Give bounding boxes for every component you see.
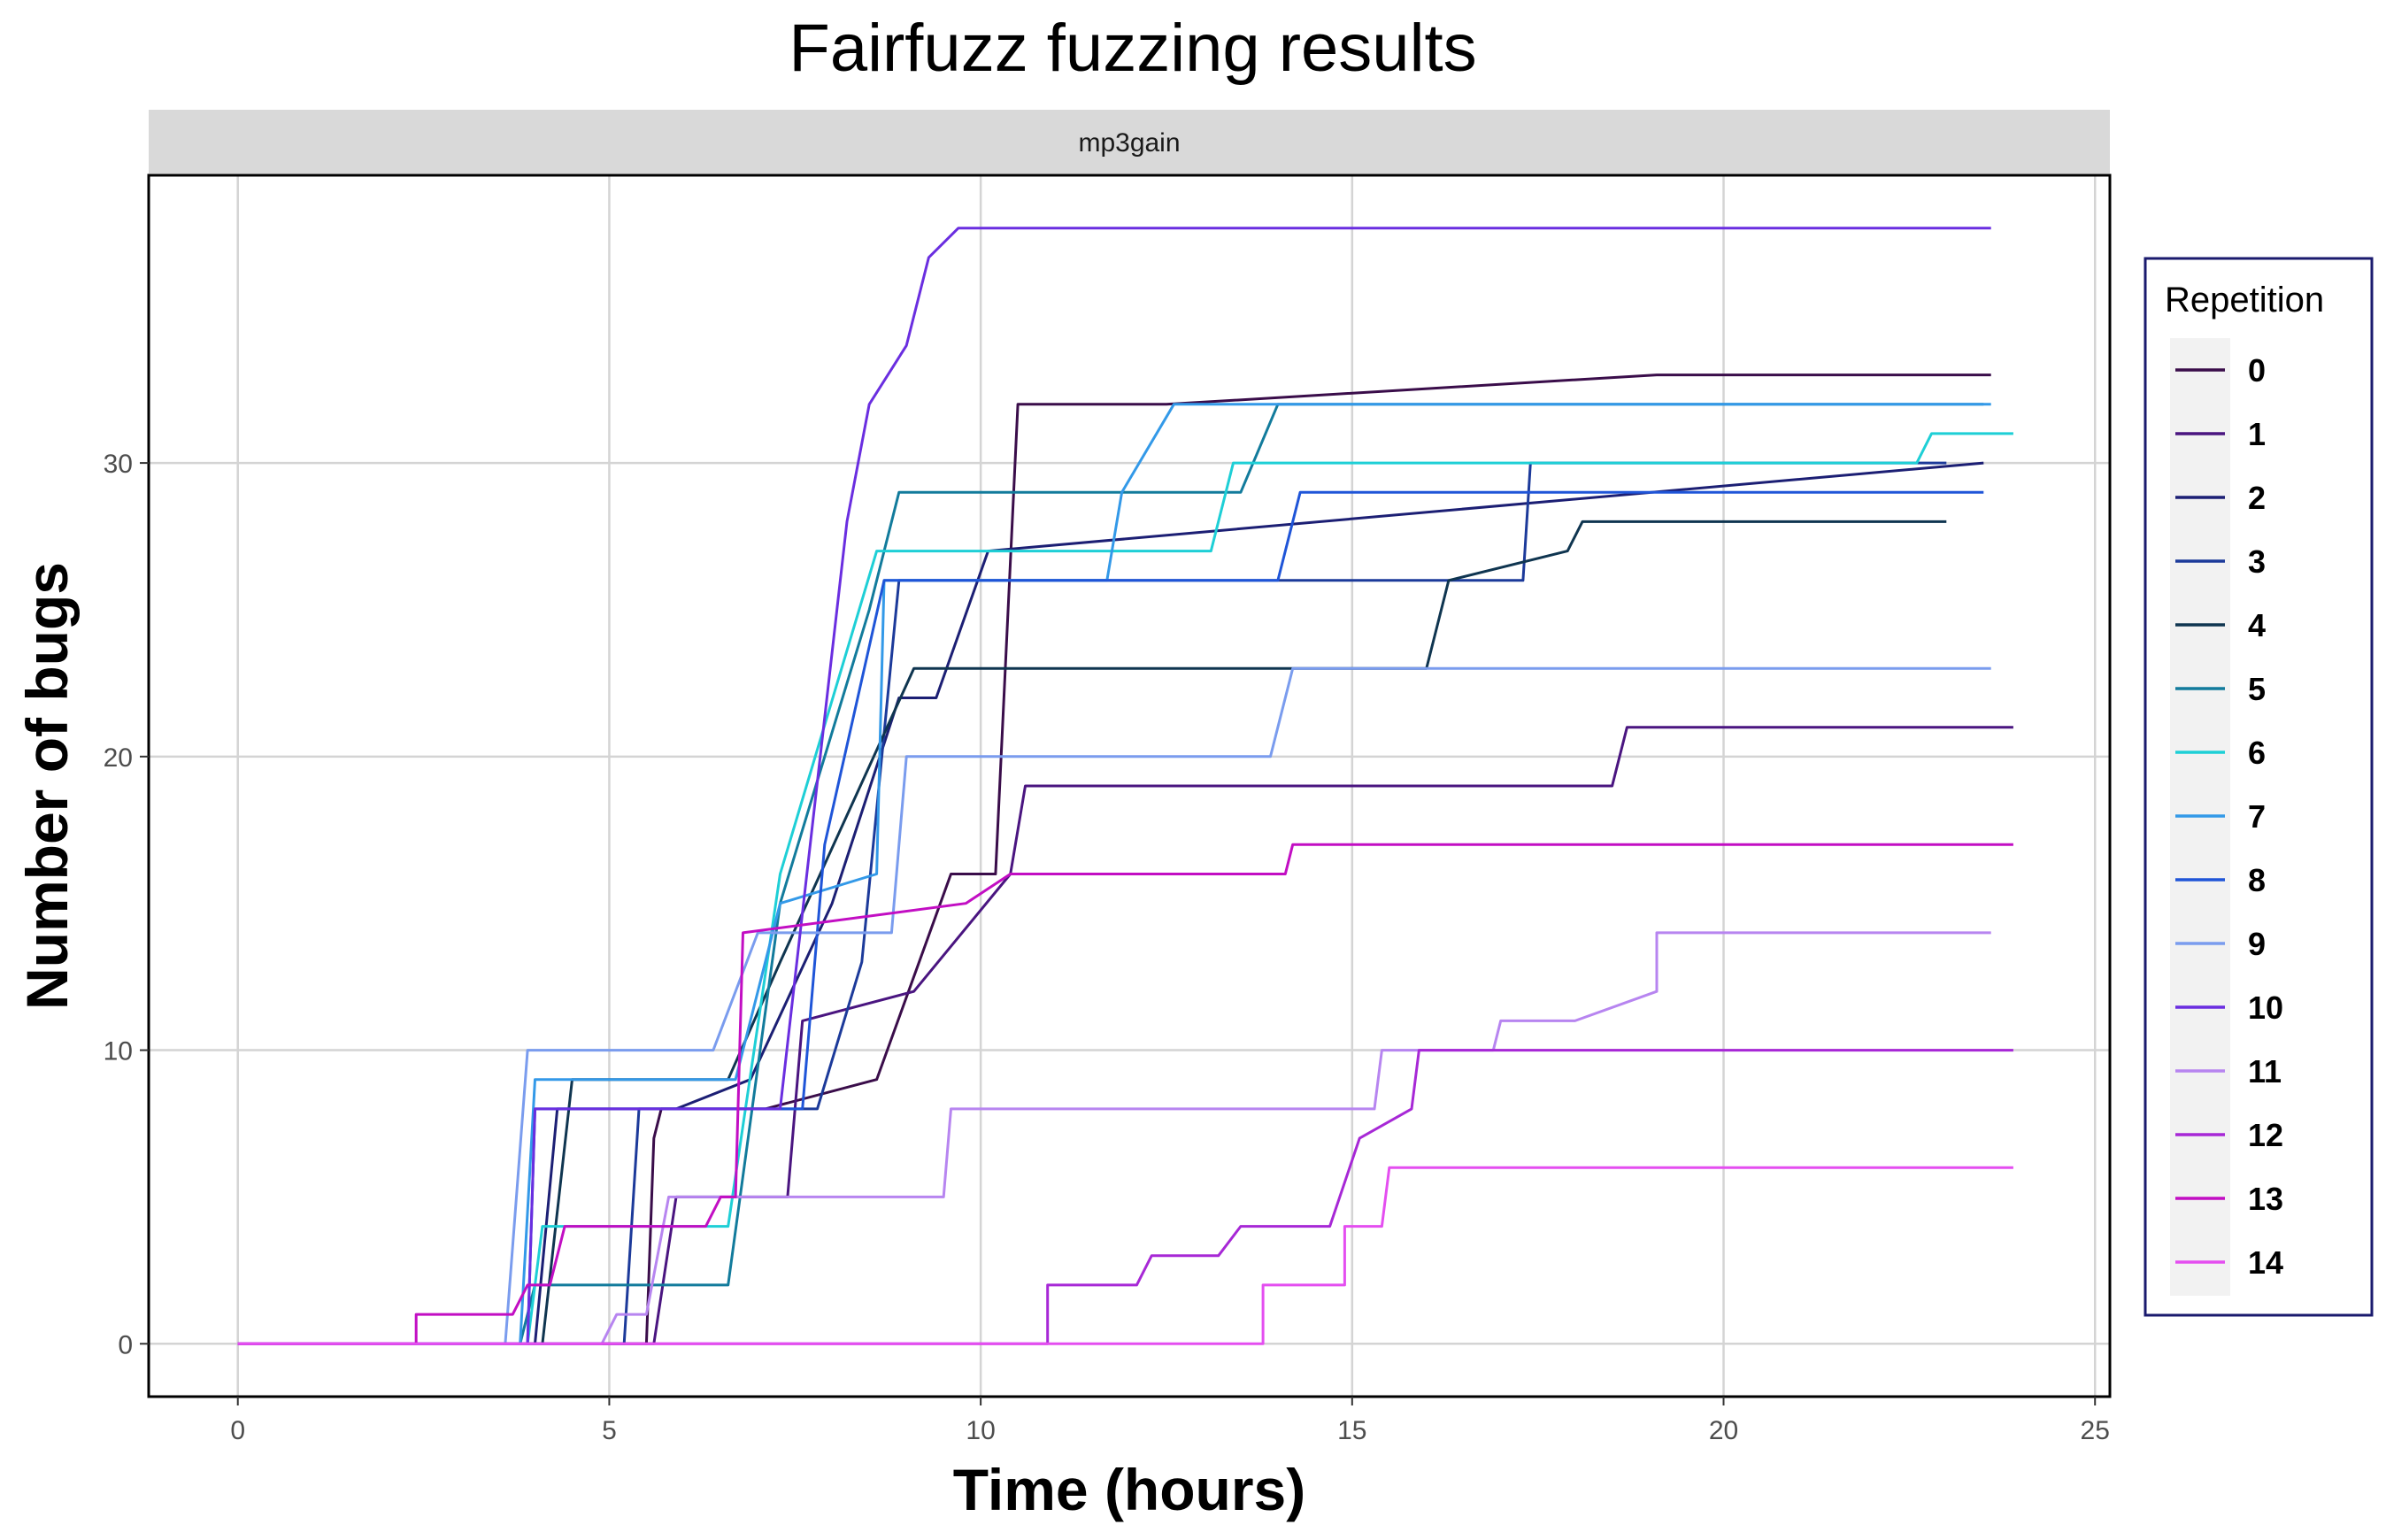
x-tick-label: 25 <box>2081 1416 2110 1445</box>
series-line-1 <box>237 726 2013 1345</box>
y-tick-label: 10 <box>104 1037 133 1066</box>
series-line-9 <box>237 666 1991 1345</box>
legend-label-14: 14 <box>2248 1244 2283 1281</box>
plot-border <box>147 173 2112 1398</box>
facet-label: mp3gain <box>1078 128 1180 158</box>
series-line-13 <box>237 843 2013 1345</box>
series-line-12 <box>237 1049 2013 1345</box>
x-axis-ticks: 0 5 10 15 20 25 <box>230 1397 2110 1445</box>
series-line-6 <box>237 432 2013 1345</box>
x-tick-label: 10 <box>966 1416 995 1445</box>
series-line-7 <box>237 403 1991 1345</box>
legend-label-11: 11 <box>2248 1053 2282 1090</box>
legend-label-7: 7 <box>2248 798 2266 835</box>
legend-label-4: 4 <box>2248 607 2266 643</box>
legend-label-5: 5 <box>2248 671 2266 707</box>
legend-label-0: 0 <box>2248 352 2266 389</box>
series-line-10 <box>237 227 1991 1345</box>
legend-label-9: 9 <box>2248 926 2266 962</box>
legend-label-3: 3 <box>2248 543 2266 580</box>
x-tick-label: 5 <box>602 1416 617 1445</box>
legend-label-13: 13 <box>2248 1181 2283 1217</box>
legend-label-12: 12 <box>2248 1117 2283 1153</box>
x-tick-label: 20 <box>1709 1416 1738 1445</box>
chart-title: Fairfuzz fuzzing results <box>789 11 1476 86</box>
legend-label-2: 2 <box>2248 480 2266 516</box>
legend-label-8: 8 <box>2248 862 2266 898</box>
y-tick-label: 0 <box>118 1330 133 1359</box>
y-axis-ticks: 0 10 20 30 <box>104 450 149 1359</box>
series-line-14 <box>237 1166 2013 1345</box>
x-axis-title: Time (hours) <box>953 1457 1305 1522</box>
series-line-3 <box>237 461 1947 1345</box>
series-lines <box>237 227 2013 1345</box>
legend-label-10: 10 <box>2248 989 2283 1026</box>
series-line-11 <box>237 931 1991 1345</box>
y-tick-label: 20 <box>104 743 133 773</box>
y-axis-title: Number of bugs <box>14 562 80 1010</box>
y-tick-label: 30 <box>104 450 133 479</box>
x-tick-label: 15 <box>1337 1416 1366 1445</box>
legend-label-1: 1 <box>2248 416 2266 452</box>
facet-strip <box>149 110 2110 173</box>
legend-title: Repetition <box>2165 281 2324 320</box>
series-line-4 <box>237 520 1947 1345</box>
series-line-0 <box>237 373 1991 1345</box>
x-tick-label: 0 <box>230 1416 245 1445</box>
legend-label-6: 6 <box>2248 735 2266 771</box>
